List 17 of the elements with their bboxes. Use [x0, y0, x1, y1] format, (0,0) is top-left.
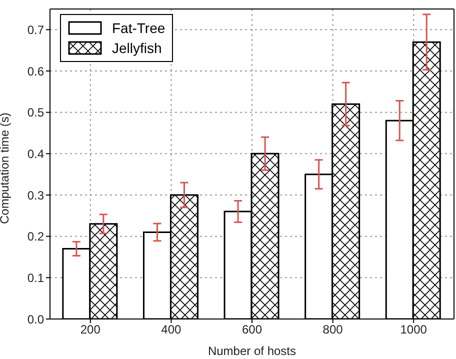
y-tick-label: 0.4	[27, 146, 44, 161]
y-axis-title: Computation time (s)	[0, 112, 12, 224]
x-tick-label: 600	[242, 322, 262, 337]
y-tick-label: 0.2	[27, 230, 44, 244]
y-tick-label: 0.3	[27, 188, 44, 202]
x-tick-label: 200	[80, 322, 101, 337]
legend-label: Fat-Tree	[112, 20, 166, 36]
y-tick-label: 0.5	[27, 106, 44, 120]
x-tick-label: 1000	[400, 322, 428, 337]
legend-label: Jellyfish	[112, 40, 162, 56]
x-axis-title: Number of hosts	[208, 344, 296, 358]
x-tick-label: 800	[322, 322, 344, 337]
x-tick-label: 400	[161, 322, 182, 337]
y-tick-label: 0.0	[27, 312, 44, 326]
y-tick-label: 0.7	[27, 22, 44, 37]
y-tick-label: 0.1	[27, 270, 44, 285]
y-tick-label: 0.6	[27, 64, 44, 78]
